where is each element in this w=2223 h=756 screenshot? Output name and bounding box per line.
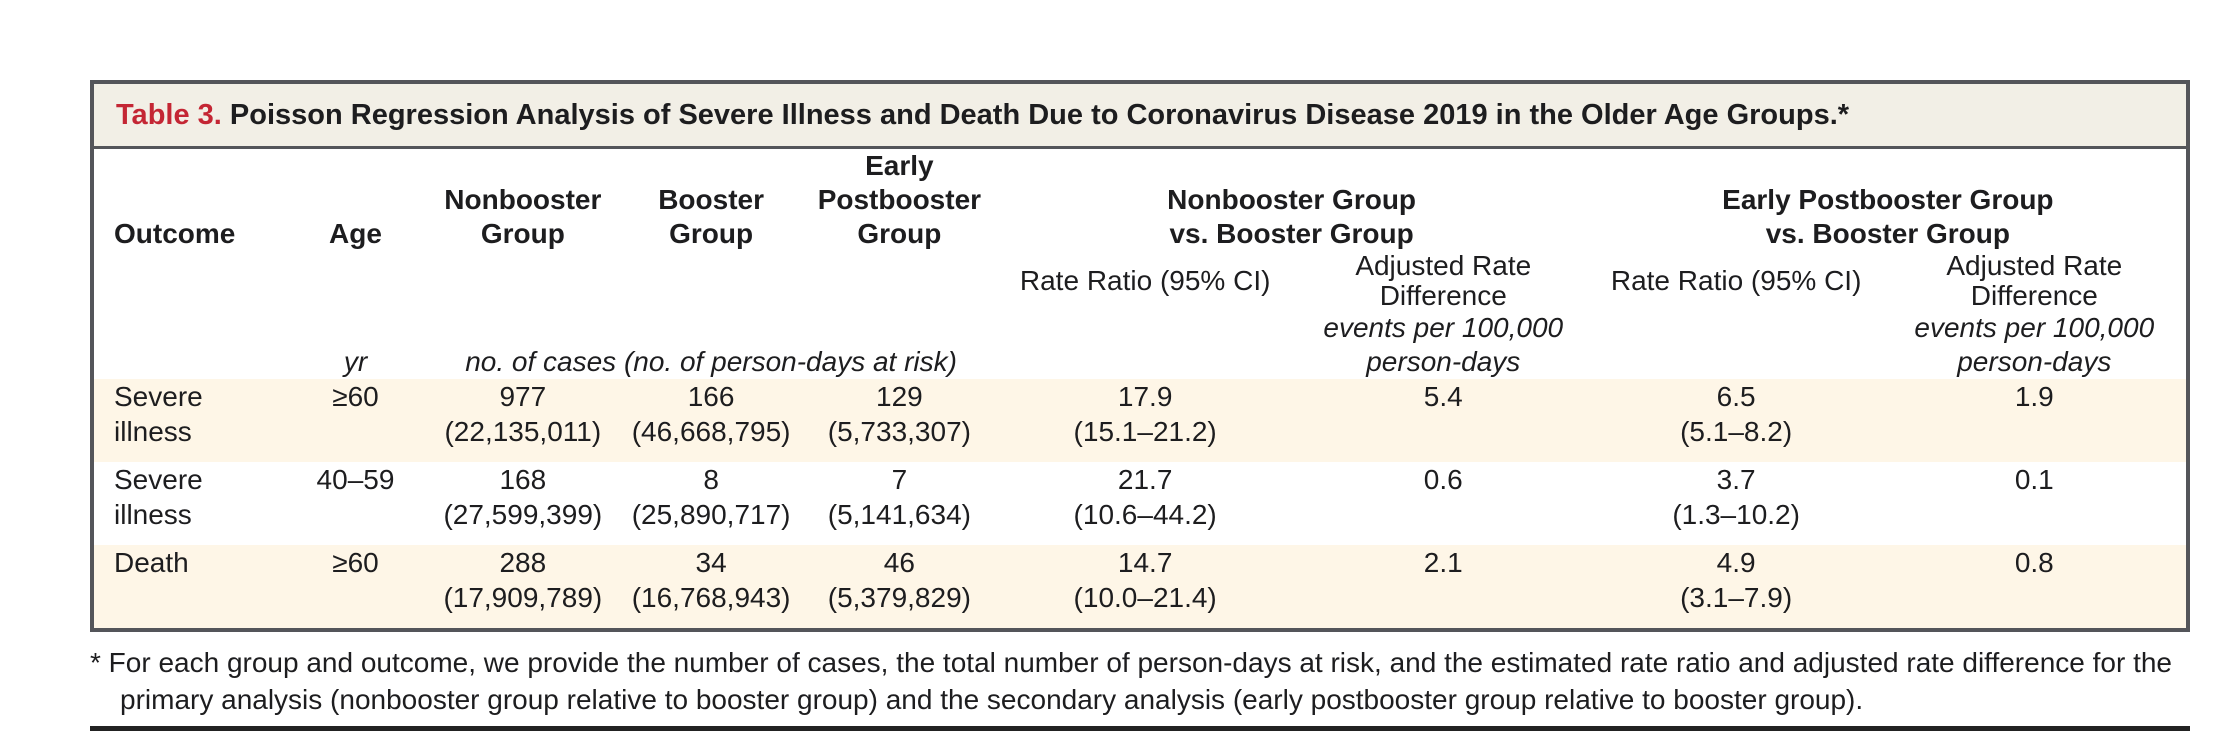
cell-nonbooster: 288 (17,909,789) (443, 547, 603, 613)
col-header-nonbooster-vs-booster: Nonbooster Group vs. Booster Group (1167, 184, 1417, 249)
col-header-early-postbooster-group: Early Postbooster Group (817, 150, 982, 249)
cell-rate-ratio-epb: 6.5 (5.1–8.2) (1680, 381, 1793, 447)
table-row: Severe illness ≥60 977 (22,135,011) 166 … (94, 379, 2186, 462)
cell-adj-rate-diff-nb: 5.4 (1423, 381, 1463, 412)
unit-spacer-rr-nb (994, 311, 1297, 379)
col-header-nonbooster-group: Nonbooster Group (444, 184, 602, 249)
cell-rate-ratio-nb: 21.7 (10.6–44.2) (1073, 464, 1217, 530)
header-spacer (94, 251, 994, 311)
page-container: Table 3. Poisson Regression Analysis of … (90, 80, 2190, 731)
cell-adj-rate-diff-nb: 0.6 (1423, 464, 1463, 495)
col-header-adj-rate-diff-nb: Adjusted Rate Difference (1355, 250, 1532, 311)
col-header-early-postbooster-vs-booster: Early Postbooster Group vs. Booster Grou… (1722, 184, 2054, 249)
col-header-booster-group: Booster Group (658, 184, 764, 249)
cell-booster: 166 (46,668,795) (631, 381, 791, 447)
table-title-text: Poisson Regression Analysis of Severe Il… (221, 99, 1850, 131)
table-footnote: * For each group and outcome, we provide… (90, 647, 2173, 715)
cell-outcome: Severe illness (114, 464, 203, 530)
unit-events-nb: events per 100,000 person-days (1323, 312, 1564, 377)
col-header-outcome: Outcome (114, 218, 236, 249)
col-header-rate-ratio-nb: Rate Ratio (95% CI) (1019, 265, 1271, 296)
cell-adj-rate-diff-epb: 0.1 (2014, 464, 2054, 495)
unit-events-epb: events per 100,000 person-days (1914, 312, 2155, 377)
cell-booster: 34 (16,768,943) (631, 547, 791, 613)
col-header-age: Age (329, 218, 382, 249)
table-title-label: Table 3. (116, 99, 222, 131)
cell-age: ≥60 (332, 547, 379, 578)
cell-adj-rate-diff-nb: 2.1 (1423, 547, 1463, 578)
cell-booster: 8 (25,890,717) (631, 464, 791, 530)
cell-rate-ratio-epb: 3.7 (1.3–10.2) (1672, 464, 1800, 530)
cell-early-postbooster: 129 (5,733,307) (827, 381, 971, 447)
cell-rate-ratio-nb: 14.7 (10.0–21.4) (1073, 547, 1217, 613)
unit-spacer-outcome (94, 311, 282, 379)
col-header-adj-rate-diff-epb: Adjusted Rate Difference (1946, 250, 2123, 311)
cell-rate-ratio-nb: 17.9 (15.1–21.2) (1073, 381, 1217, 447)
data-table: Outcome Age Nonbooster Group Booster Gro… (94, 149, 2186, 628)
unit-spacer-rr-epb (1590, 311, 1883, 379)
cell-age: 40–59 (316, 464, 395, 495)
table-title-bar: Table 3. Poisson Regression Analysis of … (94, 84, 2186, 149)
cell-adj-rate-diff-epb: 1.9 (2014, 381, 2054, 412)
header-row-groups: Outcome Age Nonbooster Group Booster Gro… (94, 149, 2186, 251)
cell-adj-rate-diff-epb: 0.8 (2014, 547, 2054, 578)
cell-outcome: Death (114, 547, 189, 578)
table-box: Table 3. Poisson Regression Analysis of … (90, 80, 2190, 632)
table-row: Death ≥60 288 (17,909,789) 34 (16,768,94… (94, 545, 2186, 628)
cell-rate-ratio-epb: 4.9 (3.1–7.9) (1680, 547, 1793, 613)
cell-age: ≥60 (332, 381, 379, 412)
header-row-units: yr no. of cases (no. of person-days at r… (94, 311, 2186, 379)
col-header-rate-ratio-epb: Rate Ratio (95% CI) (1610, 265, 1862, 296)
unit-age: yr (343, 346, 368, 377)
cell-nonbooster: 168 (27,599,399) (443, 464, 603, 530)
cell-early-postbooster: 7 (5,141,634) (827, 464, 971, 530)
cell-early-postbooster: 46 (5,379,829) (827, 547, 971, 613)
header-row-stats: Rate Ratio (95% CI) Adjusted Rate Differ… (94, 251, 2186, 311)
unit-cases: no. of cases (no. of person-days at risk… (465, 346, 957, 377)
bottom-rule (90, 726, 2190, 731)
cell-nonbooster: 977 (22,135,011) (444, 381, 602, 447)
table-row: Severe illness 40–59 168 (27,599,399) 8 … (94, 462, 2186, 545)
cell-outcome: Severe illness (114, 381, 203, 447)
